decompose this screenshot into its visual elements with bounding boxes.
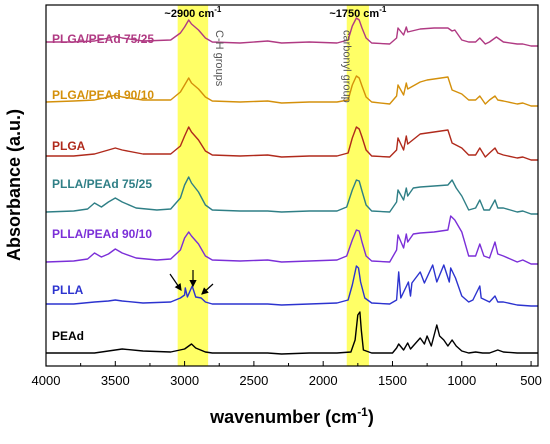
series-label: PLGA/PEAd 75/25 [52, 32, 154, 46]
x-axis-ticks: 4000 3500 3000 2500 2000 1500 1000 500 [32, 361, 542, 388]
series-line [46, 311, 538, 355]
x-tick-label: 4000 [32, 373, 61, 388]
y-axis-title: Absorbance (a.u.) [4, 109, 24, 261]
x-axis-title-main: wavenumber (cm [209, 407, 357, 427]
x-tick-label: 500 [520, 373, 542, 388]
band-side-label: carbonyl group [341, 30, 353, 103]
band-side-label: C-H groups [213, 30, 225, 87]
series-label: PLGA [52, 139, 86, 153]
peak-arrow [201, 283, 214, 295]
peak-arrows [169, 270, 214, 295]
highlight-band [346, 5, 369, 366]
x-axis-title-sup: -1 [357, 405, 368, 419]
series-label: PLLA/PEAd 90/10 [52, 227, 152, 241]
highlight-bands [177, 5, 369, 366]
series-lines [45, 17, 538, 355]
series-line [46, 17, 538, 47]
band-labels: ~2900 cm-1 C-H groups ~1750 cm-1 carbonyl g… [164, 5, 386, 103]
series-line [46, 126, 538, 161]
x-tick-label: 3500 [101, 373, 130, 388]
series-label: PLLA [52, 283, 84, 297]
x-axis-title-tail: ) [368, 407, 374, 427]
x-tick-label: 2000 [309, 373, 338, 388]
series-label: PLLA/PEAd 75/25 [52, 177, 152, 191]
plot-frame [45, 4, 539, 367]
x-tick-label: 2500 [239, 373, 268, 388]
x-axis-title: wavenumber (cm-1) [209, 405, 374, 427]
series-line [46, 264, 538, 307]
series-label: PEAd [52, 329, 84, 343]
band-top-label: ~1750 cm-1 [329, 5, 387, 20]
x-tick-label: 1500 [378, 373, 407, 388]
x-tick-label: 3000 [170, 373, 199, 388]
series-line [45, 176, 538, 215]
series-label: PLGA/PEAd 90/10 [52, 88, 154, 102]
peak-arrow [169, 273, 182, 291]
band-top-label: ~2900 cm-1 [164, 5, 222, 20]
x-tick-label: 1000 [447, 373, 476, 388]
series-line [45, 75, 538, 107]
series-line [45, 215, 538, 265]
series-labels: PLGA/PEAd 75/25 PLGA/PEAd 90/10 PLGA PLLA/P… [52, 32, 154, 343]
